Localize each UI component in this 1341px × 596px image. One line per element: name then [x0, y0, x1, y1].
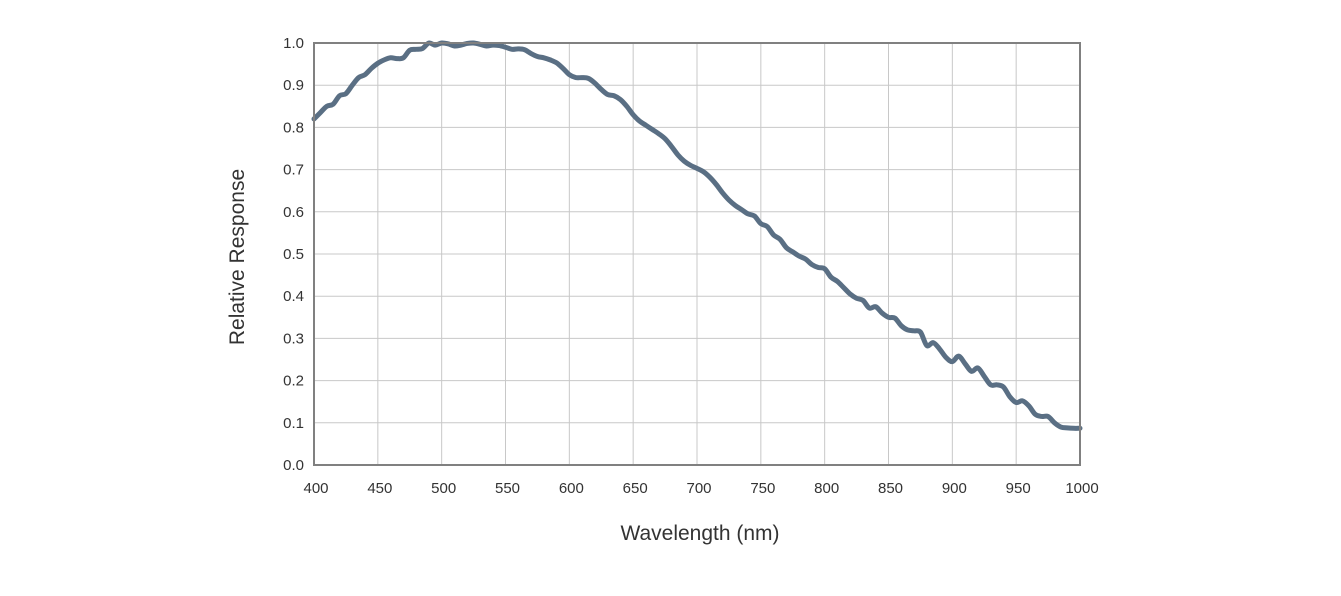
x-tick-label: 600: [559, 480, 584, 497]
y-axis-ticks: 0.0 0.1 0.2 0.3 0.4 0.5 0.6 0.7 0.8 0.9 1.0: [283, 35, 304, 474]
x-tick-label: 1000: [1065, 480, 1098, 497]
y-tick-label: 0.4: [283, 288, 304, 305]
y-tick-label: 0.7: [283, 162, 304, 179]
y-tick-label: 0.8: [283, 119, 304, 136]
y-axis-title: Relative Response: [226, 169, 249, 345]
x-tick-label: 400: [303, 480, 328, 497]
x-tick-label: 900: [942, 480, 967, 497]
y-tick-label: 0.1: [283, 415, 304, 432]
x-axis-title: Wavelength (nm): [620, 522, 779, 545]
y-tick-label: 1.0: [283, 35, 304, 52]
x-tick-label: 450: [367, 480, 392, 497]
x-tick-label: 650: [623, 480, 648, 497]
x-tick-label: 850: [878, 480, 903, 497]
y-tick-label: 0.0: [283, 457, 304, 474]
y-tick-label: 0.2: [283, 373, 304, 390]
y-tick-label: 0.6: [283, 204, 304, 221]
x-tick-label: 750: [750, 480, 775, 497]
y-tick-label: 0.3: [283, 330, 304, 347]
x-axis-ticks: 400 450 500 550 600 650 700 750 800 850 900 950 1000: [303, 480, 1098, 497]
x-tick-label: 800: [814, 480, 839, 497]
x-tick-label: 950: [1006, 480, 1031, 497]
x-tick-label: 500: [431, 480, 456, 497]
y-tick-label: 0.9: [283, 77, 304, 94]
x-tick-label: 550: [495, 480, 520, 497]
x-tick-label: 700: [686, 480, 711, 497]
y-tick-label: 0.5: [283, 246, 304, 263]
plot-frame: [313, 42, 1081, 466]
